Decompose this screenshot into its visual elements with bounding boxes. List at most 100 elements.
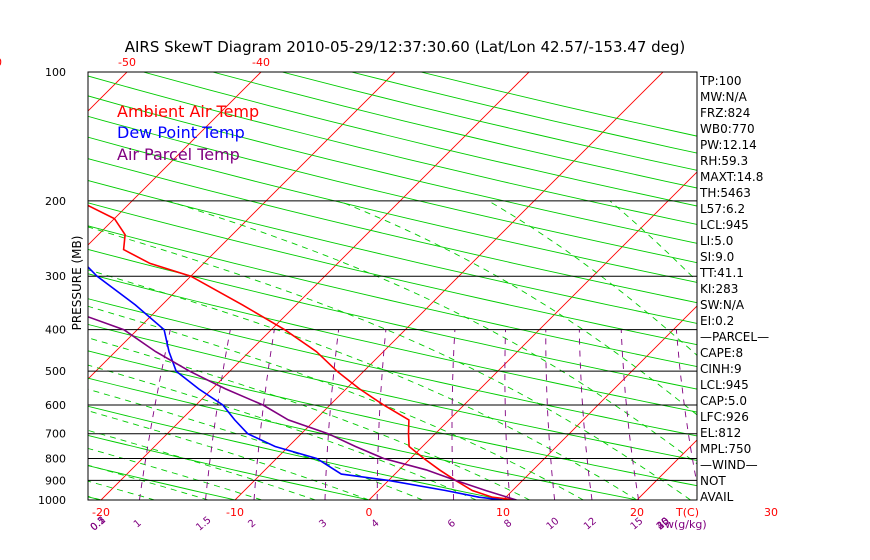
index-label: L57:6.2 xyxy=(700,202,745,216)
dry-adiabat-line xyxy=(88,273,697,413)
index-label: WB0:770 xyxy=(700,122,755,136)
pressure-tick-label: 700 xyxy=(45,428,66,441)
isotherm-line xyxy=(234,72,664,500)
mixing-ratio-line xyxy=(545,329,556,500)
mixing-ratio-label: 12 xyxy=(582,516,599,533)
isotherm-line xyxy=(771,72,870,500)
dry-adiabat-line xyxy=(88,202,697,346)
mixing-ratio-line xyxy=(504,329,511,500)
pressure-tick-label: 600 xyxy=(45,399,66,412)
dry-adiabat-line xyxy=(88,136,697,283)
moist-adiabat-line xyxy=(88,364,477,500)
dry-adiabat-line xyxy=(88,377,640,500)
dry-adiabat-line xyxy=(88,465,238,500)
index-label: NOT xyxy=(700,474,726,488)
dry-adiabat-line xyxy=(88,405,506,500)
y-axis-label: PRESSURE (MB) xyxy=(70,236,84,331)
index-label: MW:N/A xyxy=(700,90,748,104)
index-label: CAPE:8 xyxy=(700,346,743,360)
series-line-air-parcel-temp xyxy=(88,315,517,500)
moist-adiabat-line xyxy=(88,464,209,500)
mixing-ratio-label: 4 xyxy=(370,518,382,531)
pressure-tick-label: 1000 xyxy=(38,494,66,507)
mixing-ratio-line xyxy=(756,330,789,500)
bottom-axis-unit: T(C) xyxy=(675,506,699,519)
pressure-tick-label: 400 xyxy=(45,324,66,337)
legend-dew-point-temp: Dew Point Temp xyxy=(117,123,245,142)
dry-adiabat-line xyxy=(88,323,697,461)
index-label: RH:59.3 xyxy=(700,154,748,168)
dry-adiabat-line xyxy=(0,72,4,509)
moist-adiabat-line xyxy=(88,410,370,500)
data-layer xyxy=(88,204,517,500)
isotherm-line xyxy=(88,72,262,246)
dry-adiabat-line xyxy=(88,350,697,487)
series-line-ambient-air-temp xyxy=(88,204,517,500)
moist-adiabat-line xyxy=(88,447,262,500)
isotherm-line xyxy=(636,439,697,500)
mixing-ratio-unit: w(g/kg) xyxy=(665,518,707,531)
index-label: TH:5463 xyxy=(699,186,751,200)
mixing-ratio-line xyxy=(253,329,275,500)
dry-adiabat-line xyxy=(88,298,697,437)
index-label: CINH:9 xyxy=(700,362,742,376)
index-label: MPL:750 xyxy=(700,442,751,456)
moist-adiabat-line xyxy=(88,269,638,500)
dry-adiabat-line xyxy=(88,115,697,264)
dry-adiabat-line xyxy=(88,434,372,500)
bottom-axis-tick-label: -10 xyxy=(226,506,244,519)
mixing-ratio-line xyxy=(324,329,340,500)
index-label: LCL:945 xyxy=(700,378,749,392)
mixing-ratio-line xyxy=(815,330,856,500)
index-label: LCL:945 xyxy=(700,218,749,232)
bottom-axis-tick-label: 10 xyxy=(496,506,510,519)
plot-frame xyxy=(87,71,698,501)
index-label: SW:N/A xyxy=(700,298,745,312)
mixing-ratio-line xyxy=(578,329,593,500)
top-axis-tick-label: -60 xyxy=(0,56,2,69)
dry-adiabat-line xyxy=(88,158,697,304)
index-label: KI:283 xyxy=(700,282,738,296)
bottom-axis-tick-label: 20 xyxy=(630,506,644,519)
bottom-axis-tick-label: 0 xyxy=(366,506,373,519)
index-label: LFC:926 xyxy=(700,410,749,424)
index-label: PW:12.14 xyxy=(700,138,757,152)
index-label: TT:41.1 xyxy=(699,266,744,280)
pressure-tick-label: 100 xyxy=(45,66,66,79)
pressure-tick-label: 300 xyxy=(45,270,66,283)
chart-title: AIRS SkewT Diagram 2010-05-29/12:37:30.6… xyxy=(125,38,686,56)
index-label: —WIND— xyxy=(700,458,758,472)
index-label: TP:100 xyxy=(699,74,742,88)
index-label: LI:5.0 xyxy=(700,234,733,248)
index-label: EL:812 xyxy=(700,426,741,440)
mixing-ratio-line xyxy=(620,329,640,500)
mixing-ratio-line xyxy=(205,329,231,500)
index-label: AVAIL xyxy=(700,490,734,504)
isotherm-line xyxy=(88,72,396,380)
index-label: —PARCEL— xyxy=(700,330,769,344)
index-label: FRZ:824 xyxy=(700,106,750,120)
bottom-axis-tick-label: 30 xyxy=(764,506,778,519)
pressure-tick-label: 200 xyxy=(45,195,66,208)
legend-ambient-air-temp: Ambient Air Temp xyxy=(117,102,259,121)
top-axis-tick-label: -50 xyxy=(118,56,136,69)
index-label: CAP:5.0 xyxy=(700,394,747,408)
isotherm-line xyxy=(502,305,697,500)
index-label: EI:0.2 xyxy=(700,314,734,328)
mixing-ratio-label: 10 xyxy=(545,516,562,533)
pressure-tick-label: 500 xyxy=(45,365,66,378)
mixing-ratio-label: 3 xyxy=(317,518,329,531)
pressure-tick-label: 800 xyxy=(45,453,66,466)
top-axis-tick-label: -40 xyxy=(252,56,270,69)
mixing-ratio-label: 1.5 xyxy=(194,515,213,534)
dry-adiabat-line xyxy=(88,180,697,324)
mixing-ratio-label: 6 xyxy=(446,518,458,531)
mixing-ratio-label: 8 xyxy=(502,518,514,531)
index-label: MAXT:14.8 xyxy=(700,170,763,184)
legend-air-parcel-temp: Air Parcel Temp xyxy=(117,145,240,164)
mixing-ratio-label: 2 xyxy=(246,518,258,531)
bottom-axis-tick-label: -20 xyxy=(92,506,110,519)
text-layer: AIRS SkewT Diagram 2010-05-29/12:37:30.6… xyxy=(0,38,778,533)
dry-adiabat-line xyxy=(281,72,697,171)
